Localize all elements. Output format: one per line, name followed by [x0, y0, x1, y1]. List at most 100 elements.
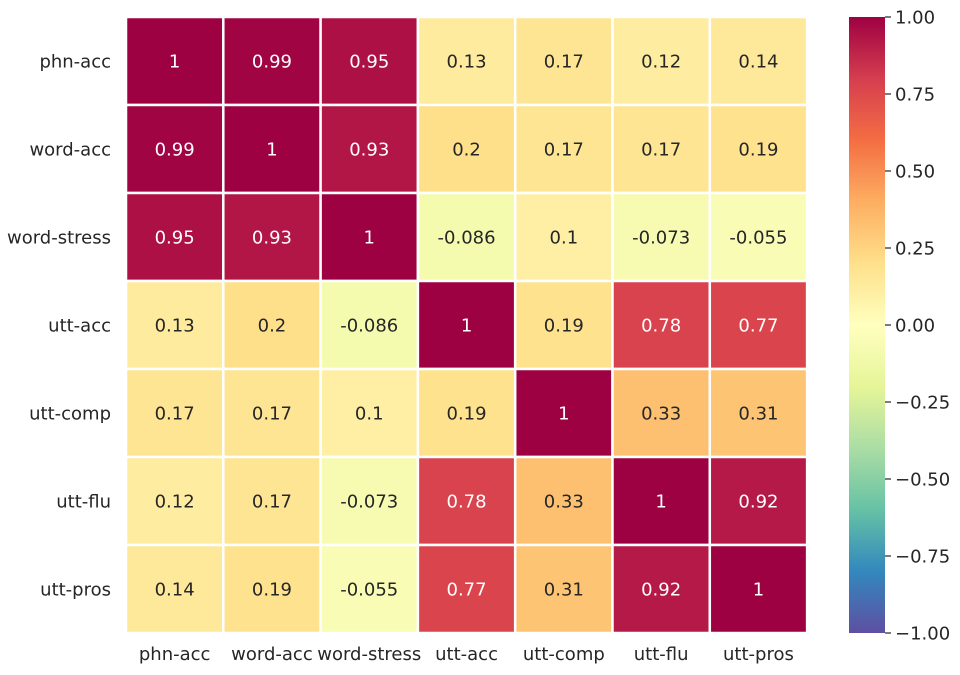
- cell-value-label: 0.12: [155, 492, 195, 513]
- cell-value-label: 0.14: [155, 580, 195, 601]
- heatmap-cell: [513, 543, 614, 635]
- cell-value-label: 0.78: [447, 492, 487, 513]
- colorbar-ticks: 1.00 0.75 0.50 0.25 0.00 −0.25 −0.50 −0.75 −1.00: [885, 8, 950, 645]
- cell-value-label: 0.33: [544, 492, 584, 513]
- colorbar-tick-label: −0.75: [895, 547, 950, 568]
- heatmap-cell: [611, 191, 712, 283]
- cell-value-label: 0.93: [252, 228, 292, 249]
- cell-value-label: 1: [558, 404, 569, 425]
- heatmap-cell: [124, 455, 225, 547]
- y-tick-label: utt-pros: [40, 580, 111, 601]
- heatmap-cell: [708, 543, 809, 635]
- cell-value-label: 0.77: [447, 580, 487, 601]
- heatmap-cell: [319, 103, 420, 195]
- x-tick-label: utt-pros: [723, 644, 794, 665]
- heatmap-cell: [513, 191, 614, 283]
- colorbar-tick-label: 0.25: [895, 239, 935, 260]
- cell-value-label: -0.073: [632, 228, 690, 249]
- heatmap-cell: [708, 279, 809, 371]
- cell-value-label: 0.13: [155, 316, 195, 337]
- cell-value-label: 0.78: [641, 316, 681, 337]
- x-tick-label: word-stress: [317, 644, 421, 665]
- cell-value-label: 0.31: [738, 404, 778, 425]
- heatmap-cell: [708, 455, 809, 547]
- cell-value-label: 0.99: [252, 52, 292, 73]
- heatmap-cell: [416, 543, 517, 635]
- cell-value-label: 0.17: [252, 492, 292, 513]
- heatmap-cells: 1 0.99 0.95 0.13 0.17 0.12 0.14 0.99 1 0.93 0.2 0.1…: [124, 15, 809, 635]
- heatmap-cell: [222, 279, 322, 371]
- colorbar-tick-label: −0.25: [895, 393, 950, 414]
- cell-value-label: 0.92: [641, 580, 681, 601]
- x-axis-tick-labels: phn-acc word-acc word-stress utt-acc utt-com…: [139, 644, 794, 665]
- x-tick-label: phn-acc: [139, 644, 211, 665]
- colorbar: 1.00 0.75 0.50 0.25 0.00 −0.25 −0.50 −0.75 −1.00: [849, 8, 950, 645]
- cell-value-label: 1: [655, 492, 666, 513]
- heatmap-cell: [319, 543, 420, 635]
- heatmap-cell: [708, 191, 809, 283]
- cell-value-label: 0.17: [544, 140, 584, 161]
- cell-value-label: 0.12: [641, 52, 681, 73]
- cell-value-label: 0.19: [447, 404, 487, 425]
- cell-value-label: 0.17: [641, 140, 681, 161]
- cell-value-label: 0.1: [355, 404, 384, 425]
- colorbar-tick-label: −0.50: [895, 470, 950, 491]
- x-tick-label: utt-comp: [523, 644, 605, 665]
- cell-value-label: 0.19: [544, 316, 584, 337]
- colorbar-tick-label: −1.00: [895, 624, 950, 645]
- cell-value-label: 0.17: [155, 404, 195, 425]
- cell-value-label: 1: [266, 140, 277, 161]
- cell-value-label: 1: [364, 228, 375, 249]
- colorbar-tick-label: 0.50: [895, 162, 935, 183]
- cell-value-label: 0.14: [738, 52, 778, 73]
- heatmap-cell: [611, 543, 712, 635]
- y-tick-label: utt-comp: [29, 404, 111, 425]
- heatmap-cell: [222, 15, 322, 107]
- colorbar-gradient: [849, 17, 885, 633]
- cell-value-label: 1: [169, 52, 180, 73]
- cell-value-label: 0.95: [349, 52, 389, 73]
- cell-value-label: 0.1: [550, 228, 579, 249]
- cell-value-label: 1: [753, 580, 764, 601]
- cell-value-label: -0.086: [438, 228, 496, 249]
- y-tick-label: phn-acc: [39, 52, 111, 73]
- cell-value-label: 0.99: [155, 140, 195, 161]
- cell-value-label: 0.92: [738, 492, 778, 513]
- cell-value-label: -0.073: [340, 492, 398, 513]
- heatmap-cell: [222, 455, 322, 547]
- colorbar-tick-label: 0.75: [895, 85, 935, 106]
- heatmap-cell: [124, 279, 225, 371]
- heatmap-cell: [611, 15, 712, 107]
- cell-value-label: 0.2: [452, 140, 481, 161]
- cell-value-label: 0.13: [447, 52, 487, 73]
- heatmap-cell: [611, 279, 712, 371]
- cell-value-label: -0.086: [340, 316, 398, 337]
- colorbar-tick-label: 1.00: [895, 8, 935, 29]
- cell-value-label: 0.17: [252, 404, 292, 425]
- cell-value-label: 0.95: [155, 228, 195, 249]
- heatmap-cell: [124, 367, 225, 459]
- cell-value-label: 0.31: [544, 580, 584, 601]
- cell-value-label: 0.33: [641, 404, 681, 425]
- cell-value-label: -0.055: [729, 228, 787, 249]
- heatmap-cell: [513, 103, 614, 195]
- y-tick-label: utt-acc: [48, 316, 111, 337]
- cell-value-label: 1: [461, 316, 472, 337]
- cell-value-label: -0.055: [340, 580, 398, 601]
- heatmap-cell: [416, 191, 517, 283]
- heatmap-cell: [222, 191, 322, 283]
- x-tick-label: word-acc: [231, 644, 313, 665]
- heatmap-cell: [708, 103, 809, 195]
- x-tick-label: utt-acc: [435, 644, 498, 665]
- x-tick-label: utt-flu: [634, 644, 689, 665]
- heatmap-cell: [319, 191, 420, 283]
- heatmap-cell: [319, 367, 420, 459]
- y-tick-label: utt-flu: [56, 492, 111, 513]
- heatmap-cell: [124, 15, 225, 107]
- colorbar-tick-label: 0.00: [895, 316, 935, 337]
- cell-value-label: 0.77: [738, 316, 778, 337]
- heatmap-cell: [124, 103, 225, 195]
- y-tick-label: word-stress: [7, 228, 111, 249]
- cell-value-label: 0.19: [738, 140, 778, 161]
